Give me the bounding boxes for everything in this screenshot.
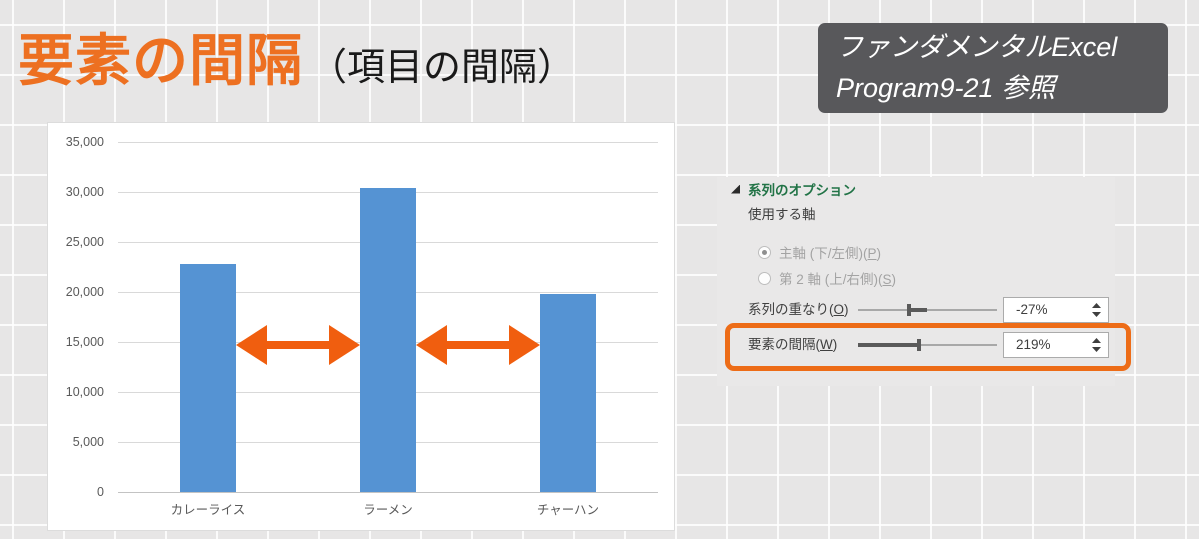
section-title: 系列のオプション bbox=[748, 183, 856, 198]
y-tick-label: 30,000 bbox=[65, 185, 104, 199]
label-text: 主軸 (下/左側)( bbox=[779, 246, 868, 261]
bar-チャーハン bbox=[540, 294, 596, 492]
spin-up-icon[interactable] bbox=[1092, 303, 1101, 308]
radio-secondary-axis-label: 第 2 軸 (上/右側)(S) bbox=[779, 268, 896, 288]
slider-thumb[interactable] bbox=[916, 339, 921, 351]
x-category-label: チャーハン bbox=[536, 503, 600, 517]
y-tick-label: 5,000 bbox=[72, 435, 104, 449]
x-category-label: ラーメン bbox=[363, 503, 413, 517]
reference-line-2: Program9-21 参照 bbox=[836, 73, 1056, 103]
y-tick-label: 20,000 bbox=[65, 285, 104, 299]
gap-width-value-field[interactable]: 219% bbox=[1003, 332, 1109, 358]
reference-line-1: ファンダメンタルExcel bbox=[836, 32, 1118, 62]
label-text: ) bbox=[876, 246, 882, 261]
radio-secondary-axis: 第 2 軸 (上/右側)(S) bbox=[758, 265, 896, 291]
spinner[interactable] bbox=[1092, 298, 1101, 322]
collapse-triangle-icon bbox=[731, 184, 740, 194]
arrow-shaft bbox=[267, 341, 329, 349]
radio-primary-axis: 主軸 (下/左側)(P) bbox=[758, 239, 881, 265]
spin-up-icon[interactable] bbox=[1092, 338, 1101, 343]
radio-primary-axis-label: 主軸 (下/左側)(P) bbox=[779, 242, 881, 262]
plot-area bbox=[118, 142, 658, 493]
gap-width-row: 要素の間隔(W) 219% bbox=[717, 331, 1115, 359]
bar-chart: 35,000 30,000 25,000 20,000 15,000 10,000 5,00… bbox=[47, 122, 675, 531]
arrow-head-icon bbox=[236, 325, 267, 365]
page-title: 要素の間隔 （項目の間隔） bbox=[18, 16, 575, 97]
access-key: O bbox=[833, 302, 845, 317]
axis-group-label: 使用する軸 bbox=[748, 207, 816, 222]
bar-ラーメン bbox=[360, 188, 416, 492]
x-category-label: カレーライス bbox=[170, 503, 246, 517]
x-axis-labels: カレーライス ラーメン チャーハン bbox=[118, 499, 658, 519]
label-text: ) bbox=[891, 272, 897, 287]
bar-カレーライス bbox=[180, 264, 236, 492]
y-tick-label: 0 bbox=[97, 485, 104, 499]
arrow-head-icon bbox=[329, 325, 360, 365]
label-text: ) bbox=[844, 302, 849, 317]
slider-thumb[interactable] bbox=[906, 304, 911, 316]
access-key: P bbox=[867, 246, 877, 261]
value-text: -27% bbox=[1016, 302, 1048, 317]
arrow-head-icon bbox=[416, 325, 447, 365]
gap-width-slider[interactable] bbox=[858, 339, 997, 351]
slider-fill bbox=[908, 308, 928, 312]
gap-width-label: 要素の間隔(W) bbox=[748, 331, 837, 359]
y-axis-labels: 35,000 30,000 25,000 20,000 15,000 10,000 5,00… bbox=[48, 123, 104, 530]
y-tick-label: 35,000 bbox=[65, 135, 104, 149]
arrow-head-icon bbox=[509, 325, 540, 365]
access-key: W bbox=[820, 337, 833, 352]
section-header[interactable]: 系列のオプション bbox=[731, 181, 856, 198]
series-overlap-row: 系列の重なり(O) -27% bbox=[717, 296, 1115, 324]
arrow-shaft bbox=[447, 341, 509, 349]
gridline bbox=[118, 492, 658, 493]
value-text: 219% bbox=[1016, 337, 1051, 352]
slider-fill bbox=[858, 343, 919, 347]
label-text: 第 2 軸 (上/右側)( bbox=[779, 272, 883, 287]
series-overlap-slider[interactable] bbox=[858, 304, 997, 316]
label-text: ) bbox=[832, 337, 838, 352]
series-options-panel: 系列のオプション 使用する軸 主軸 (下/左側)(P) 第 2 軸 (上/右側)… bbox=[717, 177, 1131, 386]
y-tick-label: 15,000 bbox=[65, 335, 104, 349]
radio-button-icon bbox=[758, 245, 771, 259]
title-sub: （項目の間隔） bbox=[309, 47, 576, 89]
series-overlap-value-field[interactable]: -27% bbox=[1003, 297, 1109, 323]
spinner[interactable] bbox=[1092, 333, 1101, 357]
reference-box: ファンダメンタルExcel Program9-21 参照 bbox=[818, 23, 1168, 113]
access-key: S bbox=[882, 272, 892, 287]
y-tick-label: 25,000 bbox=[65, 235, 104, 249]
y-tick-label: 10,000 bbox=[65, 385, 104, 399]
spin-down-icon[interactable] bbox=[1092, 312, 1101, 317]
gap-width-arrow bbox=[236, 325, 360, 365]
series-overlap-label: 系列の重なり(O) bbox=[748, 296, 849, 324]
label-text: 系列の重なり( bbox=[748, 302, 834, 317]
label-text: 要素の間隔( bbox=[748, 337, 820, 352]
gap-width-arrow bbox=[416, 325, 540, 365]
radio-button-icon bbox=[758, 271, 771, 285]
gridline bbox=[118, 142, 658, 143]
spin-down-icon[interactable] bbox=[1092, 347, 1101, 352]
title-main: 要素の間隔 bbox=[18, 29, 303, 92]
